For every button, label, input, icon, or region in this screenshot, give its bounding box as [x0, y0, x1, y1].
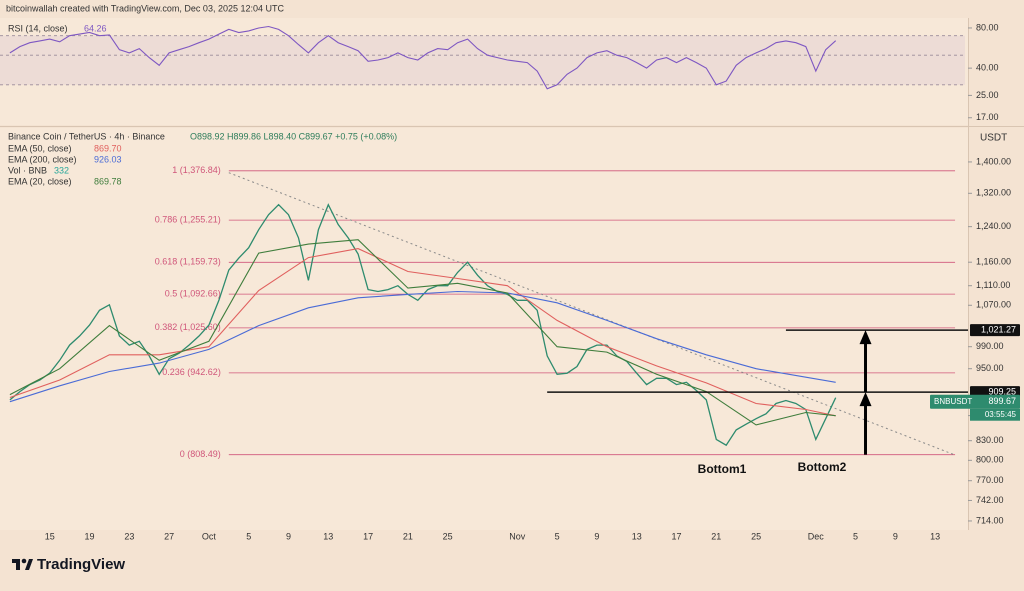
- x-tick-label: 13: [930, 531, 940, 541]
- price-badge-symbol: BNBUSDT: [934, 397, 972, 406]
- x-tick-label: 9: [893, 531, 898, 541]
- y-tick-label: 1,400.00: [976, 156, 1011, 166]
- y-tick-label: 1,070.00: [976, 300, 1011, 310]
- x-tick-label: 21: [403, 531, 413, 541]
- level-badge-label: 1,021.27: [981, 324, 1016, 334]
- logo-part: [21, 558, 27, 564]
- x-tick-label: 15: [45, 531, 55, 541]
- level-badge-label: 909.25: [988, 386, 1016, 396]
- x-tick-label: 5: [853, 531, 858, 541]
- x-tick-label: 23: [124, 531, 134, 541]
- x-tick-label: Oct: [202, 531, 217, 541]
- legend-label: RSI (14, close): [8, 23, 68, 33]
- x-tick-label: Dec: [808, 531, 825, 541]
- fib-label: 0.236 (942.62): [162, 367, 221, 377]
- logo-part: [16, 559, 20, 570]
- fib-label: 0.382 (1,025.60): [155, 322, 221, 332]
- legend-label: EMA (20, close): [8, 176, 72, 186]
- price-badge-label: 899.67: [988, 396, 1016, 406]
- y-tick-label: 950.00: [976, 363, 1004, 373]
- x-tick-label: 5: [246, 531, 251, 541]
- price-badge-value: [970, 408, 1020, 421]
- series-line: [9, 239, 836, 426]
- x-tick-label: 17: [671, 531, 681, 541]
- legend-label: EMA (200, close): [8, 154, 77, 164]
- rsi-band-fill: [0, 35, 965, 85]
- series-line: [9, 290, 836, 403]
- price-badge: [930, 394, 1020, 409]
- legend-title: Binance Coin / TetherUS · 4h · Binance: [8, 131, 165, 141]
- y-tick-label: 17.00: [976, 112, 999, 122]
- x-tick-label: 5: [555, 531, 560, 541]
- fib-label: 1 (1,376.84): [172, 165, 221, 175]
- x-tick-label: 25: [751, 531, 761, 541]
- ohlc: O898.92 H899.86 L898.40 C899.67 +0.75 (+…: [190, 131, 397, 141]
- y-tick-label: 770.00: [976, 475, 1004, 485]
- x-tick-label: 25: [443, 531, 453, 541]
- x-tick-label: 21: [711, 531, 721, 541]
- legend-value: 869.70: [94, 143, 122, 153]
- y-tick-label: 1,320.00: [976, 188, 1011, 198]
- legend-value: 869.78: [94, 176, 122, 186]
- currency-label: USDT: [980, 133, 1007, 144]
- footer-brand: TradingView: [37, 556, 125, 573]
- y-tick-label: 1,240.00: [976, 221, 1011, 231]
- y-tick-label: 1,160.00: [976, 257, 1011, 267]
- y-tick-label: 25.00: [976, 90, 999, 100]
- x-tick-label: 9: [594, 531, 599, 541]
- series-line: [9, 25, 837, 90]
- countdown: 03:55:45: [985, 410, 1017, 419]
- legend-value: 64.26: [84, 23, 107, 33]
- legend-label: EMA (50, close): [8, 143, 72, 153]
- x-tick-label: 13: [323, 531, 333, 541]
- x-tick-label: 9: [286, 531, 291, 541]
- y-tick-label: 1,110.00: [976, 280, 1010, 290]
- annotation: Bottom2: [798, 460, 847, 474]
- fib-label: 0.786 (1,255.21): [155, 215, 221, 225]
- y-tick-label: 40.00: [976, 63, 999, 73]
- arrow-head: [859, 392, 872, 407]
- y-tick-label: 990.00: [976, 341, 1004, 351]
- annotation: Bottom1: [698, 462, 747, 476]
- y-tick-label: 800.00: [976, 455, 1004, 465]
- x-tick-label: 27: [164, 531, 174, 541]
- x-tick-label: 17: [363, 531, 373, 541]
- legend-value: 926.03: [94, 154, 122, 164]
- logo-part: [25, 559, 33, 570]
- legend-value: 332: [54, 165, 69, 175]
- fib-label: 0.5 (1,092.66): [165, 288, 221, 298]
- arrow-head: [859, 330, 872, 345]
- y-tick-label: 742.00: [976, 495, 1004, 505]
- x-tick-label: 19: [85, 531, 95, 541]
- footer-logo: [12, 558, 33, 570]
- legend-label: Vol · BNB: [8, 165, 47, 175]
- x-tick-label: Nov: [509, 531, 526, 541]
- y-tick-label: 830.00: [976, 435, 1004, 445]
- header: bitcoinwallah created with TradingView.c…: [6, 3, 284, 13]
- fib-label: 0 (808.49): [180, 449, 221, 459]
- x-tick-label: 13: [632, 531, 642, 541]
- y-tick-label: 80.00: [976, 22, 999, 32]
- fib-label: 0.618 (1,159.73): [155, 257, 221, 267]
- y-tick-label: 714.00: [976, 515, 1004, 525]
- level-badge: [970, 324, 1020, 337]
- price-pane: [0, 128, 968, 530]
